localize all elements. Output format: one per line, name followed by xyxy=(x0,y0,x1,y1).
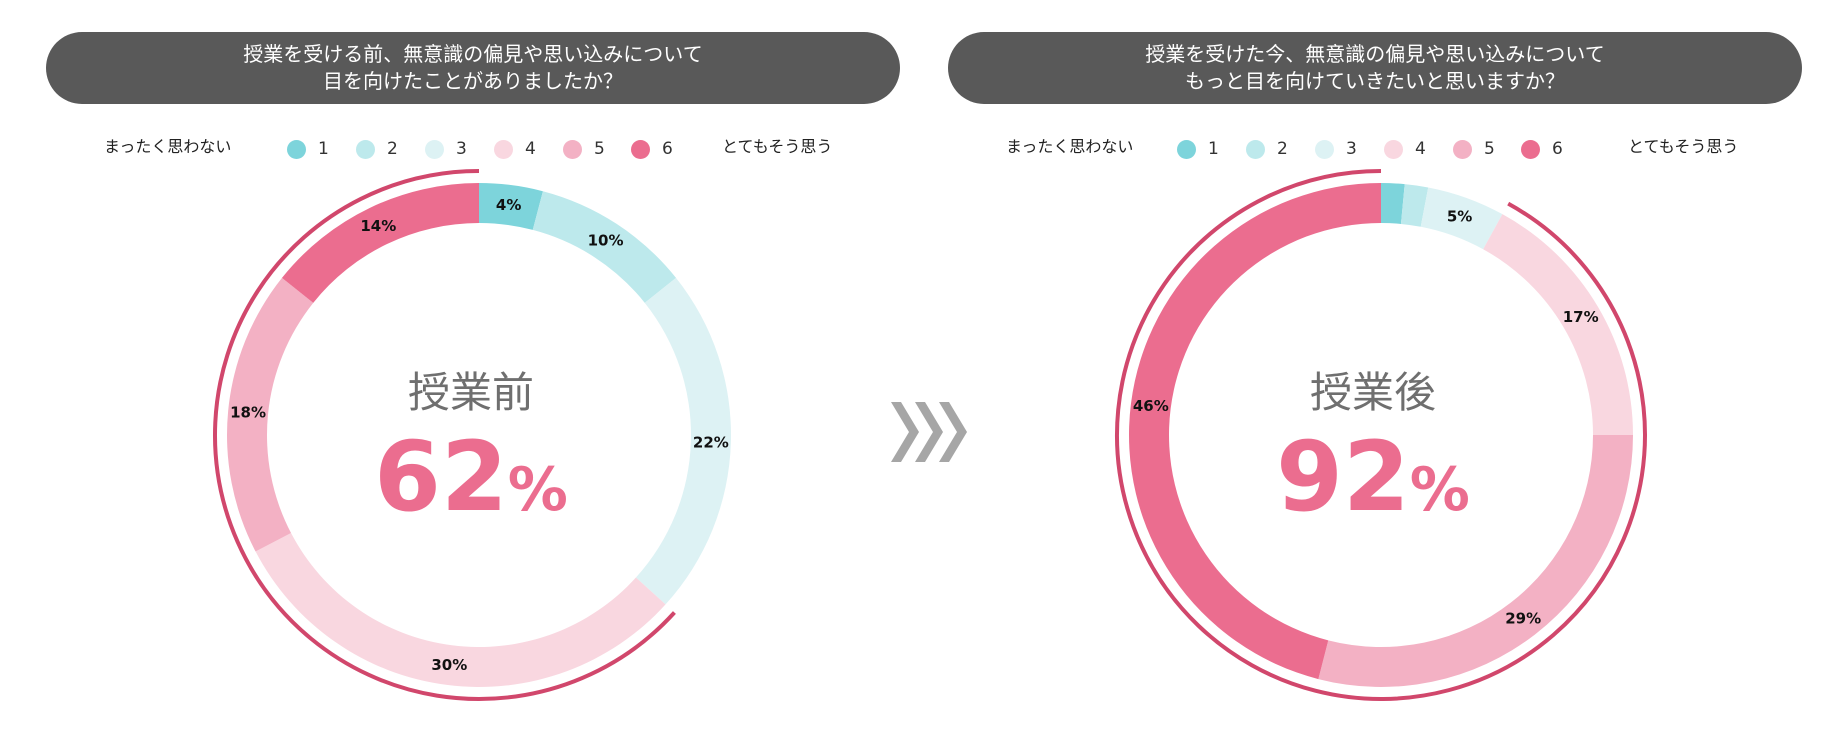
donut-segment-2 xyxy=(532,191,677,303)
legend-low-label: まったく思わない xyxy=(104,137,232,156)
center-percentage: 62% xyxy=(374,421,568,533)
donut-segment-2 xyxy=(1400,184,1429,227)
donut-value-label: 17% xyxy=(1563,308,1599,326)
donut-segment-4 xyxy=(1483,214,1633,435)
legend-swatch xyxy=(1315,139,1334,159)
donut-segment-5 xyxy=(1318,435,1633,687)
legend-label: 6 xyxy=(1552,139,1563,159)
donut-segment-6 xyxy=(1128,183,1381,680)
legend-high-label: とてもそう思う xyxy=(722,137,833,156)
center-percentage-unit: % xyxy=(508,455,568,525)
donut-value-label: 22% xyxy=(693,433,729,451)
highlight-bracket-arc xyxy=(213,169,676,701)
donut-value-label: 46% xyxy=(1133,397,1169,415)
legend-low-label: まったく思わない xyxy=(1006,137,1134,156)
center-percentage-number: 92 xyxy=(1276,421,1410,533)
legend-label: 5 xyxy=(1484,139,1495,159)
legend-swatch xyxy=(631,139,650,159)
question-banner: 授業を受ける前、無意識の偏見や思い込みについて 目を向けたことがありましたか？ xyxy=(46,32,900,104)
legend-label: 3 xyxy=(456,139,467,159)
donut-value-label: 10% xyxy=(588,232,624,250)
legend-item-1: 1 xyxy=(287,138,329,160)
legend-swatch xyxy=(425,139,444,159)
legend-item-6: 6 xyxy=(631,138,673,160)
question-banner: 授業を受けた今、無意識の偏見や思い込みについて もっと目を向けていきたいと思いま… xyxy=(948,32,1802,104)
donut-segment-1 xyxy=(1381,183,1405,224)
donut-segment-4 xyxy=(255,533,666,688)
legend-item-5: 5 xyxy=(563,138,605,160)
legend-high-label: とてもそう思う xyxy=(1628,137,1739,156)
legend-label: 5 xyxy=(594,139,605,159)
donut-value-label: 5% xyxy=(1447,208,1472,226)
legend-swatch xyxy=(287,139,306,159)
legend-label: 6 xyxy=(662,139,673,159)
donut-segment-5 xyxy=(227,277,314,552)
center-percentage: 92% xyxy=(1276,421,1470,533)
donut-value-label: 18% xyxy=(230,404,266,422)
donut-value-label: 29% xyxy=(1505,609,1541,627)
progress-arrows-icon xyxy=(891,402,967,462)
legend-item-1: 1 xyxy=(1177,138,1219,160)
legend: まったく思わない 1 2 3 4 5 6 とてもそう思う xyxy=(46,136,900,166)
legend-item-3: 3 xyxy=(425,138,467,160)
donut-segment-3 xyxy=(635,277,731,605)
legend-label: 1 xyxy=(318,139,329,159)
donut-value-label: 30% xyxy=(431,656,467,674)
center-title: 授業後 xyxy=(1310,368,1436,417)
legend-swatch xyxy=(356,139,375,159)
legend-item-2: 2 xyxy=(356,138,398,160)
donut-segment-1 xyxy=(479,183,543,230)
legend-swatch xyxy=(1177,139,1196,159)
legend-item-6: 6 xyxy=(1521,138,1563,160)
question-line: 目を向けたことがありましたか？ xyxy=(323,69,623,93)
legend-swatch xyxy=(1246,139,1265,159)
legend-item-4: 4 xyxy=(1384,138,1426,160)
legend-label: 4 xyxy=(1415,139,1426,159)
highlight-bracket-arc xyxy=(1115,169,1647,701)
legend-label: 1 xyxy=(1208,139,1219,159)
legend-item-2: 2 xyxy=(1246,138,1288,160)
question-line: 授業を受けた今、無意識の偏見や思い込みについて xyxy=(1145,42,1605,66)
chart-panel-after: 授業を受けた今、無意識の偏見や思い込みについて もっと目を向けていきたいと思いま… xyxy=(948,0,1818,746)
legend-label: 2 xyxy=(1277,139,1288,159)
legend-swatch xyxy=(563,139,582,159)
legend-swatch xyxy=(1384,139,1403,159)
legend-item-3: 3 xyxy=(1315,138,1357,160)
donut-value-label: 14% xyxy=(360,217,396,235)
donut-segment-6 xyxy=(281,183,479,303)
donut-segment-3 xyxy=(1420,187,1503,250)
legend-item-4: 4 xyxy=(494,138,536,160)
center-percentage-unit: % xyxy=(1410,455,1470,525)
center-title: 授業前 xyxy=(408,368,534,417)
legend-label: 3 xyxy=(1346,139,1357,159)
legend-swatch xyxy=(1521,139,1540,159)
question-line: もっと目を向けていきたいと思いますか？ xyxy=(1185,69,1565,93)
legend-item-5: 5 xyxy=(1453,138,1495,160)
question-line: 授業を受ける前、無意識の偏見や思い込みについて xyxy=(243,42,703,66)
legend-label: 4 xyxy=(525,139,536,159)
legend-swatch xyxy=(1453,139,1472,159)
donut-value-label: 4% xyxy=(496,196,521,214)
center-percentage-number: 62 xyxy=(374,421,508,533)
legend: まったく思わない 1 2 3 4 5 6 とてもそう思う xyxy=(948,136,1802,166)
legend-swatch xyxy=(494,139,513,159)
chart-panel-before: 授業を受ける前、無意識の偏見や思い込みについて 目を向けたことがありましたか？ … xyxy=(46,0,916,746)
legend-label: 2 xyxy=(387,139,398,159)
